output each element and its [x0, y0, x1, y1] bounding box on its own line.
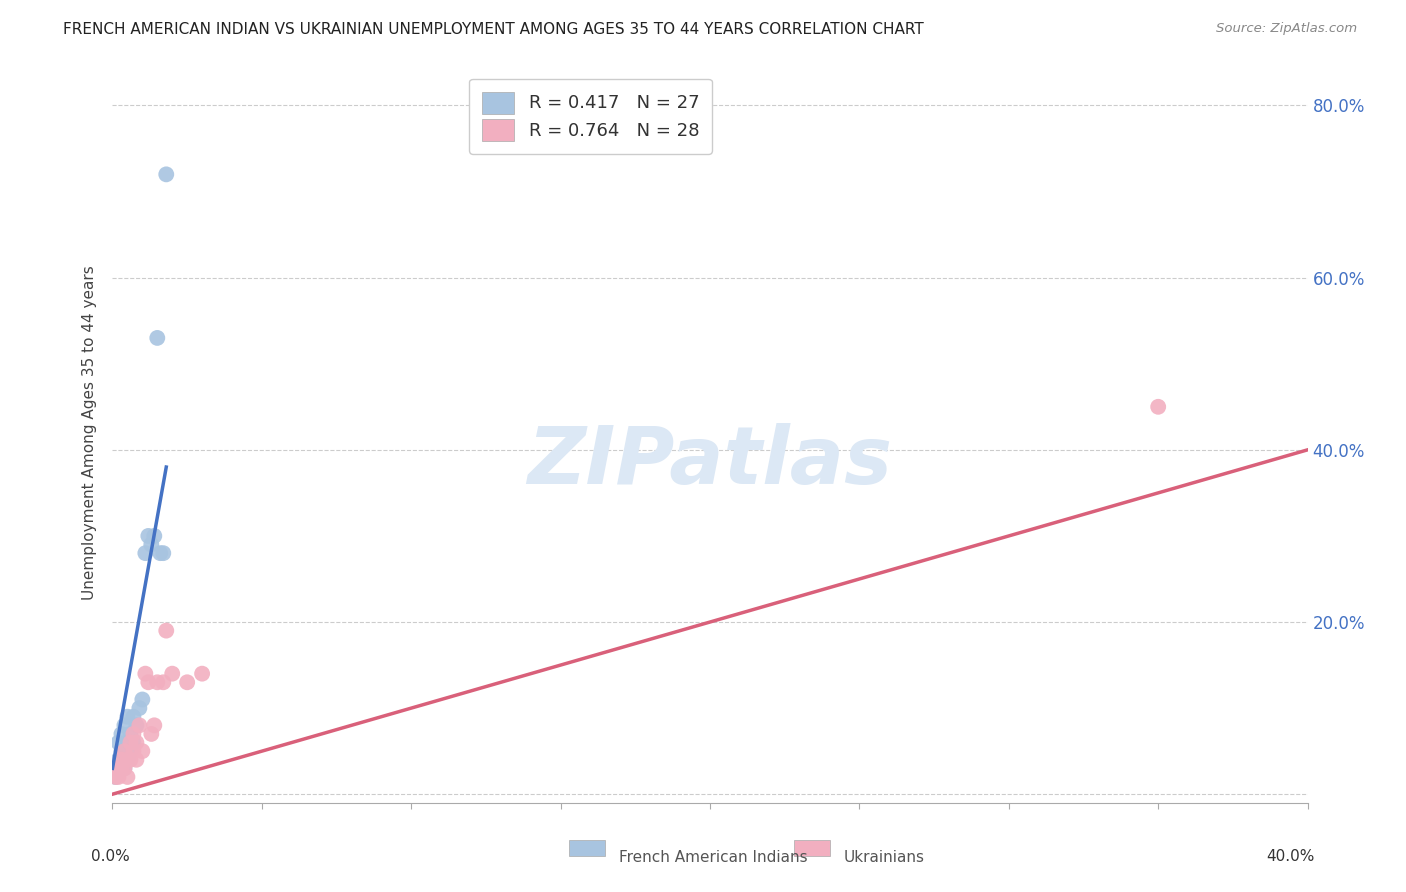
Point — [110, 761, 132, 775]
Point — [143, 529, 166, 543]
Point — [114, 761, 135, 775]
Legend: R = 0.417   N = 27, R = 0.764   N = 28: R = 0.417 N = 27, R = 0.764 N = 28 — [470, 78, 711, 153]
Point — [114, 744, 135, 758]
Point — [122, 727, 145, 741]
Point — [107, 770, 129, 784]
Point — [134, 666, 156, 681]
Point — [107, 761, 129, 775]
Point — [107, 735, 129, 749]
Text: ZIPatlas: ZIPatlas — [527, 423, 893, 501]
Point — [131, 692, 153, 706]
Point — [110, 727, 132, 741]
Bar — [569, 840, 605, 856]
Point — [152, 675, 174, 690]
Point — [120, 744, 142, 758]
Text: 40.0%: 40.0% — [1267, 849, 1315, 864]
Point — [120, 735, 142, 749]
Point — [128, 718, 150, 732]
Point — [117, 770, 139, 784]
Point — [138, 529, 160, 543]
Point — [146, 331, 169, 345]
Y-axis label: Unemployment Among Ages 35 to 44 years: Unemployment Among Ages 35 to 44 years — [82, 265, 97, 600]
Point — [110, 761, 132, 775]
Text: French American Indians: French American Indians — [619, 850, 807, 865]
Point — [134, 546, 156, 560]
Point — [110, 744, 132, 758]
Point — [117, 709, 139, 723]
Point — [146, 675, 169, 690]
Point — [104, 770, 127, 784]
Point — [122, 735, 145, 749]
Point — [117, 735, 139, 749]
Point — [120, 727, 142, 741]
Point — [104, 770, 127, 784]
Text: FRENCH AMERICAN INDIAN VS UKRAINIAN UNEMPLOYMENT AMONG AGES 35 TO 44 YEARS CORRE: FRENCH AMERICAN INDIAN VS UKRAINIAN UNEM… — [63, 22, 924, 37]
Point — [122, 744, 145, 758]
Point — [176, 675, 198, 690]
Point — [143, 718, 166, 732]
Point — [125, 718, 148, 732]
Point — [107, 753, 129, 767]
Text: Ukrainians: Ukrainians — [844, 850, 925, 865]
Bar — [794, 840, 830, 856]
Point — [114, 718, 135, 732]
Point — [125, 735, 148, 749]
Point — [122, 709, 145, 723]
Point — [149, 546, 172, 560]
Point — [191, 666, 214, 681]
Point — [152, 546, 174, 560]
Point — [114, 744, 135, 758]
Point — [120, 753, 142, 767]
Point — [138, 675, 160, 690]
Point — [131, 744, 153, 758]
Point — [1147, 400, 1170, 414]
Point — [125, 753, 148, 767]
Point — [114, 761, 135, 775]
Point — [155, 624, 177, 638]
Point — [117, 753, 139, 767]
Point — [128, 701, 150, 715]
Point — [141, 537, 163, 551]
Point — [117, 753, 139, 767]
Point — [110, 753, 132, 767]
Point — [162, 666, 183, 681]
Point — [141, 727, 163, 741]
Point — [155, 167, 177, 181]
Text: Source: ZipAtlas.com: Source: ZipAtlas.com — [1216, 22, 1357, 36]
Text: 0.0%: 0.0% — [91, 849, 131, 864]
